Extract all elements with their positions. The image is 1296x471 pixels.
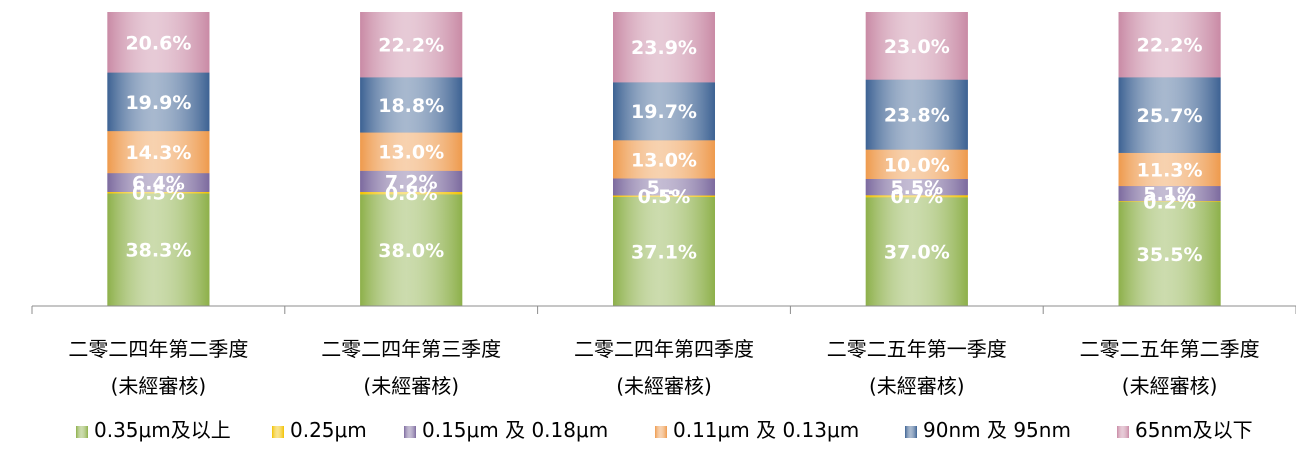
- data-label: 0.5%: [638, 186, 691, 208]
- data-label: 23.9%: [631, 37, 697, 59]
- legend-label: 65nm及以下: [1135, 418, 1253, 442]
- legend-swatch: [1117, 426, 1129, 438]
- data-label: 14.3%: [125, 142, 191, 164]
- category-label: (未經審核): [869, 374, 965, 398]
- legend-swatch: [272, 426, 284, 438]
- data-label: 25.7%: [1137, 105, 1203, 127]
- category-label: 二零二五年第一季度: [827, 337, 1007, 361]
- data-label: 5.1%: [1143, 184, 1196, 206]
- data-label: 0.2%: [1143, 191, 1196, 213]
- data-label: 7.2%: [385, 171, 438, 193]
- data-label: 38.0%: [378, 240, 444, 262]
- data-label: 11.3%: [1137, 159, 1203, 181]
- legend-swatch: [905, 426, 917, 438]
- legend-label: 90nm 及 95nm: [923, 418, 1071, 442]
- legend-label: 0.15μm 及 0.18μm: [422, 418, 608, 442]
- data-label: 22.2%: [1137, 35, 1203, 57]
- data-label: 6.4%: [132, 173, 185, 195]
- data-label: 23.8%: [884, 105, 950, 127]
- category-label: (未經審核): [1122, 374, 1218, 398]
- category-label: (未經審核): [616, 374, 712, 398]
- legend: 0.35μm及以上 0.25μm 0.15μm 及 0.18μm 0.11μm 及 0…: [76, 418, 1253, 442]
- bars-group: 38.3%0.5%6.4%14.3%19.9%20.6%38.0%0.8%7.2…: [107, 12, 1221, 306]
- legend-label: 0.25μm: [290, 418, 367, 442]
- data-label: 37.0%: [884, 242, 950, 264]
- category-label: 二零二五年第二季度: [1080, 337, 1260, 361]
- data-label: 13.0%: [631, 149, 697, 171]
- legend-swatch: [404, 426, 416, 438]
- legend-swatch: [655, 426, 667, 438]
- data-label: 22.2%: [378, 35, 444, 57]
- data-label: 35.5%: [1137, 244, 1203, 266]
- data-label: 19.7%: [631, 101, 697, 123]
- data-label: 13.0%: [378, 142, 444, 164]
- legend-swatch: [76, 426, 88, 438]
- category-label: (未經審核): [111, 374, 207, 398]
- data-label: 0.5%: [132, 183, 185, 205]
- data-label: 5.5%: [890, 177, 943, 199]
- category-label: (未經審核): [363, 374, 459, 398]
- data-label: 38.3%: [125, 240, 191, 262]
- legend-label: 0.35μm及以上: [94, 418, 231, 442]
- data-label: 0.7%: [890, 186, 943, 208]
- data-label: 0.8%: [385, 183, 438, 205]
- category-label: 二零二四年第二季度: [68, 337, 248, 361]
- legend-label: 0.11μm 及 0.13μm: [673, 418, 859, 442]
- category-label: 二零二四年第四季度: [574, 337, 754, 361]
- data-label: 37.1%: [631, 241, 697, 263]
- category-labels: 二零二四年第二季度 (未經審核) 二零二四年第三季度 (未經審核) 二零二四年第四季度 (…: [68, 337, 1259, 398]
- category-label: 二零二四年第三季度: [321, 337, 501, 361]
- data-label: 5...: [647, 177, 682, 199]
- data-label: 23.0%: [884, 36, 950, 58]
- x-axis: [31, 305, 1296, 314]
- data-label: 18.8%: [378, 95, 444, 117]
- data-label: 19.9%: [125, 92, 191, 114]
- data-label: 20.6%: [125, 32, 191, 54]
- data-label: 10.0%: [884, 154, 950, 176]
